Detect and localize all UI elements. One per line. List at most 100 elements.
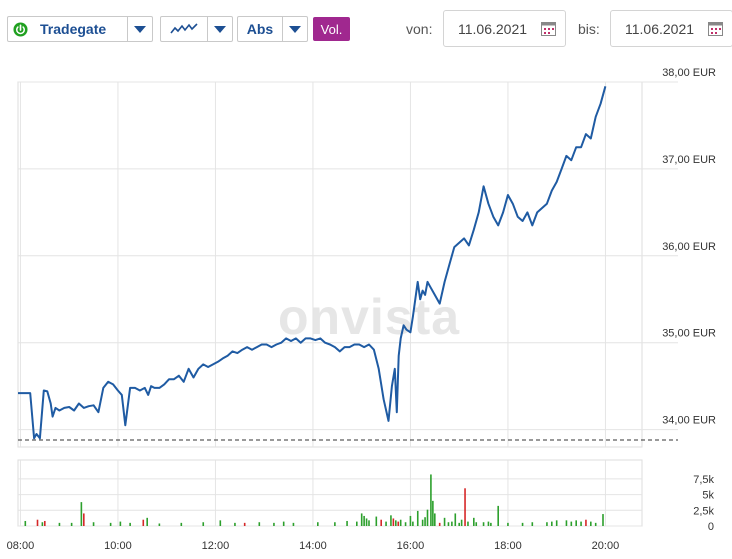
volume-bar bbox=[531, 522, 534, 526]
volume-bar bbox=[565, 520, 568, 526]
volume-bar bbox=[380, 519, 382, 526]
volume-bar bbox=[368, 520, 370, 526]
volume-bar bbox=[375, 516, 378, 526]
line-chart-icon bbox=[170, 23, 198, 34]
volume-bar bbox=[432, 500, 434, 526]
volume-y-axis: 7,5k 5k 2,5k 0 bbox=[693, 474, 714, 533]
volume-bar bbox=[92, 522, 95, 526]
volume-toggle-button[interactable]: Vol. bbox=[313, 17, 350, 41]
volume-bar bbox=[521, 522, 524, 526]
volume-plot-frame bbox=[17, 459, 643, 527]
volume-bar bbox=[365, 518, 368, 526]
scale-label: Abs bbox=[246, 21, 274, 37]
volume-bar bbox=[36, 519, 39, 526]
volume-bar bbox=[180, 522, 183, 526]
volume-bar bbox=[41, 522, 44, 526]
price-tick-label: 35,00 EUR bbox=[662, 328, 716, 340]
volume-bar bbox=[202, 522, 205, 526]
volume-bar bbox=[334, 522, 336, 526]
volume-bar bbox=[292, 522, 295, 526]
volume-bar bbox=[426, 509, 429, 526]
volume-bar bbox=[317, 522, 319, 526]
exchange-select[interactable]: Tradegate bbox=[7, 16, 153, 42]
chevron-down-icon[interactable] bbox=[282, 17, 307, 41]
volume-bar bbox=[551, 521, 553, 526]
volume-bar bbox=[409, 515, 412, 526]
volume-bar bbox=[142, 519, 145, 526]
time-tick-label: 14:00 bbox=[299, 540, 327, 552]
chevron-down-icon[interactable] bbox=[127, 17, 152, 41]
volume-grid bbox=[17, 459, 643, 527]
volume-bar bbox=[575, 520, 577, 526]
volume-bar bbox=[273, 522, 275, 526]
price-series bbox=[18, 86, 607, 440]
volume-tick-label: 7,5k bbox=[693, 474, 714, 486]
volume-bar bbox=[129, 522, 131, 526]
time-tick-label: 12:00 bbox=[202, 540, 230, 552]
volume-bar bbox=[119, 521, 122, 526]
volume-bar bbox=[404, 522, 407, 526]
volume-bar bbox=[424, 517, 426, 526]
exchange-label: Tradegate bbox=[40, 21, 107, 37]
to-date-field[interactable]: 11.06.2021 bbox=[610, 10, 732, 47]
time-axis: 08:00 10:00 12:00 14:00 16:00 18:00 20:00 bbox=[7, 540, 620, 552]
volume-tick-label: 0 bbox=[708, 521, 714, 533]
volume-bar bbox=[80, 502, 83, 526]
volume-bar bbox=[602, 514, 604, 526]
price-line bbox=[18, 86, 607, 440]
volume-bar bbox=[438, 522, 441, 526]
volume-bar bbox=[109, 522, 112, 526]
volume-tick-label: 5k bbox=[702, 490, 714, 502]
volume-bar bbox=[243, 522, 246, 526]
volume-bar bbox=[487, 521, 490, 526]
volume-bar bbox=[451, 521, 453, 526]
time-tick-label: 18:00 bbox=[494, 540, 522, 552]
volume-bar bbox=[434, 513, 436, 526]
volume-bar bbox=[363, 515, 365, 526]
scale-select[interactable]: Abs bbox=[237, 16, 308, 42]
volume-bar bbox=[430, 474, 432, 526]
calendar-icon[interactable] bbox=[708, 22, 723, 36]
volume-bar bbox=[580, 521, 582, 526]
volume-bar bbox=[458, 522, 460, 526]
volume-bar bbox=[158, 523, 161, 526]
volume-bar bbox=[219, 520, 222, 526]
volume-bar bbox=[546, 522, 548, 526]
volume-bar bbox=[397, 521, 400, 526]
volume-bar bbox=[555, 520, 558, 526]
price-y-axis: 38,00 EUR 37,00 EUR 36,00 EUR 35,00 EUR 34,0… bbox=[662, 67, 716, 427]
price-grid bbox=[17, 81, 678, 448]
volume-bar bbox=[146, 517, 148, 526]
time-tick-label: 16:00 bbox=[397, 540, 425, 552]
price-tick-label: 37,00 EUR bbox=[662, 154, 716, 166]
volume-bar bbox=[395, 520, 397, 526]
volume-bar bbox=[460, 519, 463, 526]
watermark-logo: onvista bbox=[278, 289, 461, 345]
from-label: von: bbox=[406, 21, 433, 37]
volume-bar bbox=[454, 513, 457, 526]
chart-type-select[interactable] bbox=[160, 16, 233, 42]
volume-bar bbox=[447, 522, 450, 526]
volume-bar bbox=[83, 513, 85, 526]
chevron-down-icon[interactable] bbox=[207, 17, 232, 41]
volume-bar bbox=[467, 521, 469, 526]
calendar-icon[interactable] bbox=[541, 22, 556, 36]
volume-bar bbox=[70, 522, 73, 526]
volume-bar bbox=[392, 518, 395, 526]
price-tick-label: 36,00 EUR bbox=[662, 241, 716, 253]
time-tick-label: 08:00 bbox=[7, 540, 35, 552]
volume-bar bbox=[443, 517, 446, 526]
volume-bar bbox=[585, 519, 587, 526]
volume-bar bbox=[346, 520, 348, 526]
volume-bar bbox=[507, 522, 509, 526]
power-icon bbox=[13, 21, 28, 37]
volume-tick-label: 2,5k bbox=[693, 505, 714, 517]
volume-bar bbox=[356, 521, 358, 526]
from-date-field[interactable]: 11.06.2021 bbox=[443, 10, 566, 47]
volume-bar bbox=[282, 521, 285, 526]
volume-bar bbox=[258, 522, 261, 526]
volume-bar bbox=[594, 522, 597, 526]
volume-bar bbox=[473, 517, 475, 526]
volume-bar bbox=[490, 522, 492, 526]
